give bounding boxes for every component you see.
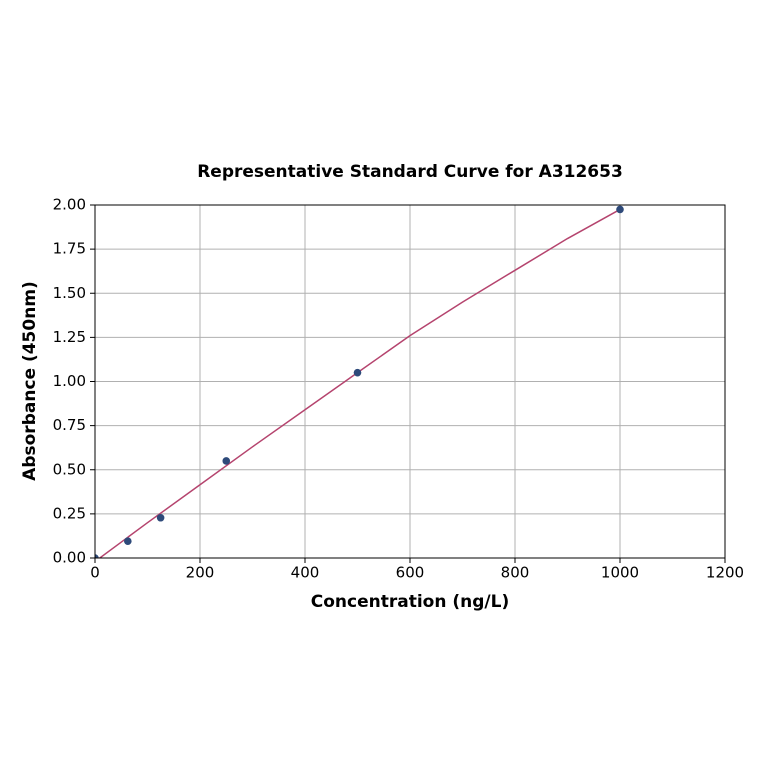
plot-area — [95, 205, 624, 558]
data-point — [222, 457, 231, 465]
y-tick-label: 0.25 — [53, 504, 86, 522]
data-point — [353, 368, 362, 377]
data-point — [95, 554, 99, 558]
x-tick-label: 1000 — [601, 564, 639, 582]
x-axis-label: Concentration (ng/L) — [311, 592, 509, 612]
data-point — [156, 513, 165, 522]
x-tick-label: 800 — [501, 564, 530, 582]
y-tick-label: 0.00 — [53, 549, 86, 567]
y-tick-label: 1.50 — [53, 284, 86, 302]
y-axis-label: Absorbance (450nm) — [20, 281, 40, 481]
y-tick-label: 0.75 — [53, 416, 86, 434]
chart-title: Representative Standard Curve for A31265… — [197, 162, 623, 182]
data-point — [124, 537, 132, 546]
y-tick-label: 1.25 — [53, 328, 86, 346]
x-tick-label: 0 — [90, 564, 100, 582]
x-tick-label: 600 — [396, 564, 425, 582]
y-tick-label: 1.00 — [53, 372, 86, 390]
grid — [94, 204, 726, 559]
y-tick-label: 0.50 — [53, 460, 86, 478]
y-tick-label: 2.00 — [53, 196, 86, 214]
x-tick-label: 400 — [291, 564, 320, 582]
y-tick-label: 1.75 — [53, 240, 86, 258]
fit-curve — [98, 208, 621, 558]
x-tick-label: 1200 — [706, 564, 744, 582]
x-tick-label: 200 — [186, 564, 215, 582]
data-point — [616, 205, 624, 214]
